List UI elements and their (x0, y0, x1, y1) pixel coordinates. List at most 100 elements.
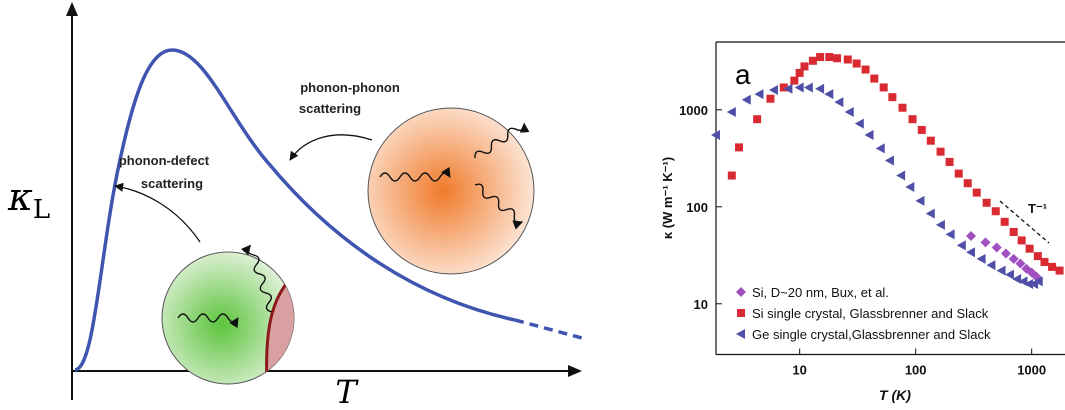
data-point (824, 89, 834, 100)
data-point (833, 54, 842, 63)
data-point (915, 195, 925, 206)
y-axis-arrow (66, 2, 78, 16)
data-point (982, 198, 991, 207)
data-point (825, 53, 834, 62)
data-point (896, 170, 906, 181)
data-point (966, 230, 977, 241)
data-point (741, 94, 751, 105)
data-point (879, 83, 888, 92)
phonon-wave (240, 244, 273, 313)
data-point (875, 143, 885, 154)
x-axis-arrow (568, 365, 582, 377)
legend-marker (736, 329, 745, 339)
legend-label: Ge single crystal,Glassbrenner and Slack (752, 327, 991, 342)
chart: a T (K) κ (W m⁻¹ K⁻¹) T⁻¹ 10 100 1000 10 100… (660, 41, 1065, 403)
phonon-wave (474, 183, 524, 230)
annotation: scattering (141, 176, 203, 191)
data-point (1048, 262, 1057, 271)
data-point (884, 155, 894, 166)
data-point (783, 83, 793, 94)
data-point (815, 83, 825, 94)
data-point (1000, 217, 1009, 226)
y-label-sub: L (33, 195, 50, 225)
data-point (711, 129, 720, 140)
data-point (1033, 276, 1043, 287)
annotation: scattering (299, 101, 361, 116)
data-point (954, 169, 963, 178)
y-tick-label: 100 (686, 200, 708, 215)
data-point (803, 82, 813, 93)
data-point (945, 157, 954, 166)
y-label: κ (W m⁻¹ K⁻¹) (660, 157, 675, 239)
annotation: T⁻¹ (1028, 201, 1047, 216)
data-point (976, 253, 986, 264)
x-label: T (K) (879, 387, 911, 403)
data-point (1033, 252, 1042, 261)
data-point (870, 74, 879, 83)
data-point (1017, 236, 1026, 245)
pointer-arrow (114, 182, 201, 243)
data-point (905, 181, 915, 192)
data-point (864, 129, 874, 140)
data-point (735, 143, 744, 152)
annotation: phonon-defect (119, 153, 210, 168)
data-point (795, 68, 804, 77)
data-point (991, 207, 1000, 216)
kappa-curve (74, 48, 516, 372)
data-point (727, 171, 736, 180)
data-point (843, 55, 852, 64)
data-point (844, 106, 854, 117)
data-point (852, 59, 861, 68)
data-point (800, 62, 809, 71)
data-point (996, 265, 1006, 276)
data-point (926, 136, 935, 145)
y-label: κL (7, 175, 50, 225)
data-point (754, 89, 764, 100)
y-label-main: κ (7, 175, 33, 219)
data-point (779, 83, 788, 92)
data-point (935, 219, 945, 230)
data-point (1008, 253, 1019, 264)
data-point (1015, 258, 1026, 269)
legend-label: Si single crystal, Glassbrenner and Slac… (752, 306, 989, 321)
data-point (1055, 266, 1064, 275)
x-tick-label: 10 (792, 363, 806, 378)
data-point (834, 97, 844, 108)
legend-marker (736, 287, 746, 297)
phonon-wave (379, 166, 451, 182)
data-point (972, 188, 981, 197)
phonon-wave (177, 313, 239, 329)
pointer-arrow (289, 134, 373, 161)
data-point (854, 118, 864, 129)
data-point (980, 237, 991, 248)
legend-marker (737, 309, 745, 317)
data-point (766, 94, 775, 103)
phonon-wave (474, 122, 530, 159)
data-point (898, 103, 907, 112)
legend-label: Si, D~20 nm, Bux, et al. (752, 285, 889, 300)
data-point (1025, 244, 1034, 253)
slope-guide (999, 200, 1050, 244)
annotation: phonon-phonon (300, 80, 400, 95)
data-point (794, 82, 804, 93)
data-point (816, 53, 825, 62)
data-point (1040, 257, 1049, 266)
phonon-circle (367, 107, 535, 275)
y-tick-label: 1000 (679, 103, 708, 118)
data-point (1009, 227, 1018, 236)
data-point (1004, 269, 1014, 280)
data-point (966, 247, 976, 258)
chart-title: a (735, 59, 751, 90)
data-point (956, 240, 966, 251)
schematic: phonon-phonon scattering phonon-defect s… (7, 2, 583, 410)
x-tick-label: 1000 (1017, 363, 1046, 378)
data-point (768, 84, 778, 95)
data-point (808, 56, 817, 65)
y-tick-label: 10 (694, 297, 708, 312)
data-point (936, 147, 945, 156)
data-point (963, 179, 972, 188)
data-point (908, 115, 917, 124)
x-tick-label: 100 (905, 363, 927, 378)
data-point (888, 93, 897, 102)
